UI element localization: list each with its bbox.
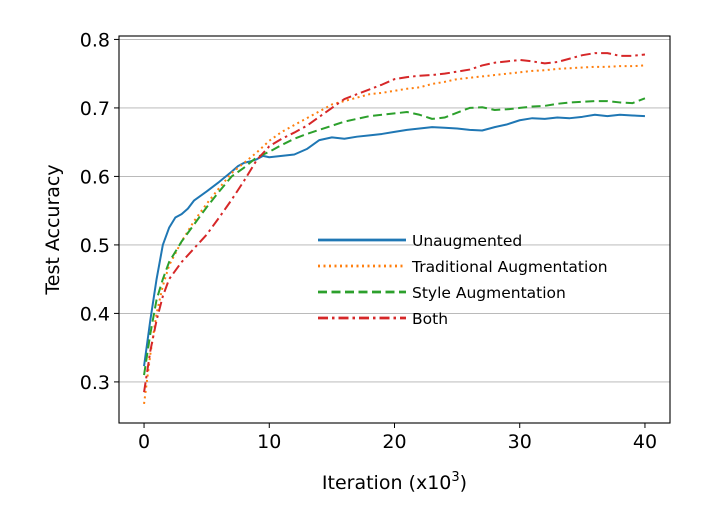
x-axis-label-main: Iteration (x10	[322, 472, 451, 494]
x-tick-label: 30	[508, 431, 532, 453]
series-line-both	[143, 52, 646, 393]
series-layer	[143, 52, 646, 404]
y-tick-label: 0.4	[80, 303, 110, 325]
x-axis-ticks: 0 10 20 30 40	[138, 423, 657, 453]
y-axis-label: Test Accuracy	[42, 164, 64, 295]
x-tick-label: 0	[138, 431, 150, 453]
x-axis-label-superscript: 3	[451, 470, 459, 485]
y-tick-label: 0.8	[80, 29, 110, 51]
x-tick-label: 40	[633, 431, 657, 453]
y-tick-label: 0.7	[80, 98, 110, 120]
series-line-style-augmentation	[143, 97, 646, 376]
series-line-unaugmented	[143, 113, 646, 367]
series-line-traditional-augmentation	[143, 64, 646, 404]
plot-frame	[118, 35, 671, 424]
legend: Unaugmented Traditional Augmentation Style…	[318, 232, 608, 328]
grid-lines	[119, 38, 670, 383]
x-tick-label: 20	[382, 431, 406, 453]
y-axis-ticks: 0.3 0.4 0.5 0.6 0.7 0.8	[80, 29, 119, 394]
legend-label: Unaugmented	[412, 232, 522, 250]
legend-label: Traditional Augmentation	[411, 258, 608, 276]
y-tick-label: 0.6	[80, 166, 110, 188]
x-axis-label: Iteration (x103)	[322, 470, 467, 494]
y-tick-label: 0.3	[80, 372, 110, 394]
legend-label: Style Augmentation	[412, 284, 566, 302]
x-tick-label: 10	[257, 431, 281, 453]
x-axis-label-tail: )	[460, 472, 467, 494]
legend-label: Both	[412, 310, 448, 328]
y-tick-label: 0.5	[80, 235, 110, 257]
